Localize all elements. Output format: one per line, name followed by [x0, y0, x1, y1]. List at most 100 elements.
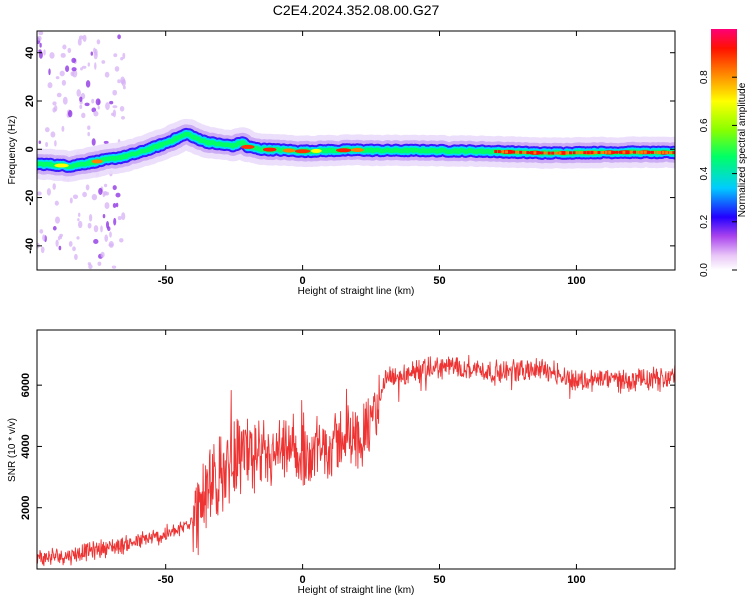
noise-speckle — [80, 67, 83, 71]
colorbar-tick-label: 0.4 — [699, 166, 710, 180]
noise-speckle — [85, 80, 91, 88]
ridge-hotspot — [618, 150, 634, 155]
noise-speckle — [91, 98, 95, 104]
ridge-core — [661, 151, 665, 154]
noise-speckle — [62, 44, 67, 50]
noise-speckle — [54, 200, 59, 206]
noise-speckle — [100, 251, 105, 258]
noise-speckle — [39, 42, 42, 48]
noise-speckle — [72, 69, 78, 78]
colorbar-ticks: 0.0 0.2 0.4 0.6 0.8 — [699, 70, 737, 277]
ridge-hotspot — [91, 159, 103, 164]
noise-speckle — [109, 231, 112, 238]
ridge-core — [494, 150, 498, 153]
ridge-hotspot — [262, 147, 277, 152]
noise-speckle — [46, 188, 51, 196]
ridge-core — [583, 151, 587, 155]
ridge-core — [668, 151, 672, 155]
noise-speckle — [87, 125, 91, 130]
snr-xtick-label: 50 — [433, 574, 445, 586]
noise-speckle — [103, 183, 108, 188]
noise-speckle — [45, 142, 49, 147]
noise-speckle — [105, 220, 110, 229]
noise-speckle — [37, 35, 42, 41]
ridge-core — [569, 151, 572, 155]
noise-speckle — [44, 127, 50, 133]
noise-speckle — [68, 240, 73, 247]
noise-speckle — [81, 65, 87, 69]
noise-speckle — [108, 240, 114, 248]
noise-speckle — [113, 217, 117, 226]
spectrogram-marks — [37, 31, 675, 270]
colorbar: 0.0 0.2 0.4 0.6 0.8 Normalized spectral ampl… — [699, 29, 748, 277]
spectrogram-axes: -50 0 50 100 -40 -20 0 20 40 — [24, 31, 675, 287]
noise-speckle — [112, 105, 118, 109]
noise-speckle — [55, 76, 60, 80]
noise-speckle — [37, 191, 42, 196]
ridge-core — [497, 150, 501, 154]
noise-speckle — [114, 66, 120, 72]
ridge-core — [593, 151, 597, 154]
noise-speckle — [38, 31, 44, 36]
snr-series-line — [37, 354, 675, 567]
noise-speckle — [87, 262, 92, 266]
ridge-core — [640, 150, 644, 154]
snr-marks — [37, 354, 675, 567]
ridge-hotspot — [294, 149, 311, 154]
spectrogram-xtick-label: 0 — [300, 275, 306, 287]
noise-speckle — [62, 96, 68, 105]
noise-speckle — [91, 138, 96, 146]
ridge-core — [576, 151, 580, 155]
ridge-core — [572, 151, 576, 155]
colorbar-label: Normalized spectral amplitude — [737, 82, 748, 217]
noise-speckle — [119, 105, 125, 112]
noise-speckle — [93, 225, 99, 233]
noise-speckle — [121, 212, 126, 221]
noise-speckle — [40, 246, 45, 254]
snr-xtick-label: -50 — [158, 574, 174, 586]
noise-speckle — [117, 34, 121, 40]
noise-speckle — [77, 218, 80, 222]
noise-speckle — [69, 197, 73, 204]
noise-speckle — [122, 85, 126, 90]
spectrogram-frame — [36, 30, 676, 271]
spectrogram-ytick-label: -40 — [24, 238, 36, 254]
ridge-core — [537, 151, 540, 155]
spectrogram-ylabel: Frequency (Hz) — [7, 116, 18, 185]
colorbar-tick-label: 0.8 — [699, 70, 710, 84]
colorbar-tick-label: 0.0 — [699, 263, 710, 277]
ridge-core — [658, 151, 661, 154]
ridge-core — [665, 151, 669, 155]
ridge-core — [636, 150, 640, 154]
ridge-core — [608, 150, 612, 154]
noise-speckle — [72, 194, 79, 200]
snr-xtick-label: 100 — [567, 574, 585, 586]
snr-ylabel: SNR (10 * v/v) — [7, 418, 18, 482]
noise-speckle — [112, 109, 117, 118]
snr-frame — [36, 329, 676, 570]
ridge-core — [579, 151, 583, 155]
ridge-hotspot — [335, 148, 352, 153]
noise-speckle — [98, 187, 103, 195]
ridge-core — [597, 151, 601, 154]
noise-speckle — [120, 56, 124, 61]
ridge-core — [529, 151, 533, 155]
noise-speckle — [52, 107, 57, 113]
noise-speckle — [59, 70, 65, 77]
noise-speckle — [87, 62, 91, 67]
colorbar-tick-label: 0.6 — [699, 118, 710, 132]
ridge-core — [601, 151, 605, 154]
noise-speckle — [93, 110, 99, 117]
noise-speckle — [49, 52, 55, 59]
noise-speckle — [90, 51, 94, 56]
spectrogram-xtick-label: 100 — [567, 275, 585, 287]
snr-ytick-label: 4000 — [20, 434, 32, 458]
snr-panel: -50 0 50 100 2000 4000 6000 Height of straight… — [7, 329, 676, 596]
noise-speckle — [48, 68, 51, 76]
noise-speckle — [60, 52, 66, 58]
noise-speckle — [38, 140, 42, 144]
noise-speckle — [56, 92, 62, 98]
noise-speckle — [115, 192, 121, 198]
noise-speckle — [121, 79, 125, 84]
noise-speckle — [79, 96, 83, 102]
